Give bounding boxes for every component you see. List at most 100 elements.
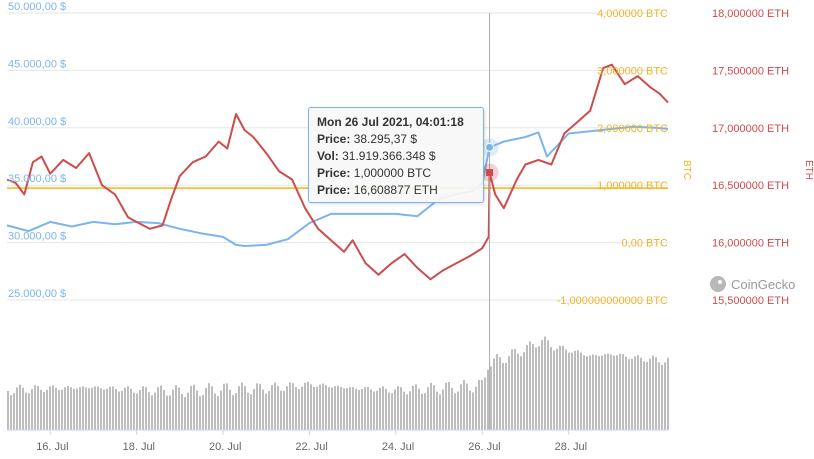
volume-bar [271,385,273,430]
volume-bar [469,390,471,430]
volume-bar [79,387,81,430]
volume-bar [583,355,585,430]
volume-bar [370,389,372,430]
volume-bar [190,385,192,430]
x-tick-label: 20. Jul [209,441,241,453]
btc-tick-label: 4,000000 BTC [597,8,668,20]
volume-bar [547,340,549,430]
x-tick-label: 28. Jul [555,441,587,453]
volume-bar [223,383,225,430]
volume-bar [295,387,297,430]
volume-bar [232,395,234,430]
volume-bar [208,383,210,430]
volume-bar [112,386,114,430]
volume-bar [460,384,462,430]
volume-bar [328,387,330,430]
volume-bar [97,386,99,430]
volume-bar [178,387,180,430]
volume-bar [217,395,219,430]
volume-bar [259,383,261,430]
usd-hover-point [485,142,495,152]
volume-bar [196,390,198,430]
volume-bar [622,354,624,430]
volume-bar [28,393,30,430]
btc-tick-label: 2,000000 BTC [597,123,668,135]
volume-bar [586,356,588,430]
volume-bar [172,389,174,430]
volume-bar [292,383,294,430]
volume-bar [403,391,405,430]
volume-bar [31,389,33,430]
volume-bar [43,391,45,430]
volume-bar [202,394,204,430]
volume-bars [7,336,669,430]
volume-bar [415,384,417,430]
volume-bar [94,386,96,430]
volume-bar [646,361,648,430]
volume-bar [466,383,468,430]
volume-bar [307,381,309,430]
volume-bar [61,389,63,430]
volume-bar [559,345,561,430]
volume-bar [85,387,87,430]
volume-bar [136,393,138,430]
volume-bar [229,389,231,430]
volume-bar [664,362,666,430]
volume-bar [67,386,69,430]
volume-bar [10,395,12,430]
volume-bar [490,366,492,430]
volume-bar [565,349,567,430]
volume-bar [298,388,300,430]
volume-bar [418,388,420,430]
volume-bar [364,387,366,430]
volume-bar [310,384,312,430]
volume-bar [283,390,285,430]
volume-bar [352,387,354,430]
volume-bar [580,352,582,430]
volume-bar [52,385,54,430]
volume-bar [220,390,222,430]
volume-bar [127,386,129,430]
volume-bar [349,387,351,430]
volume-bar [82,386,84,430]
volume-bar [661,365,663,430]
volume-bar [511,349,513,430]
volume-bar [154,392,156,430]
volume-bar [505,362,507,430]
volume-bar [313,387,315,430]
volume-bar [277,385,279,430]
tooltip-row-btc-price: Price: 1,000000 BTC [317,166,432,180]
volume-bar [103,389,105,430]
volume-bar [487,369,489,430]
volume-bar [541,340,543,430]
volume-bar [523,352,525,430]
series-usd-line [6,125,669,247]
volume-bar [634,356,636,430]
volume-bar [289,382,291,430]
volume-bar [373,391,375,430]
volume-bar [508,356,510,430]
eth-tick-label: 15,500000 ETH [712,295,789,307]
volume-bar [427,387,429,430]
volume-bar [55,387,57,430]
volume-bar [160,385,162,430]
volume-bar [604,354,606,430]
volume-bar [40,389,42,430]
volume-bar [58,390,60,430]
volume-bar [49,386,51,430]
volume-bar [265,393,267,430]
volume-bar [613,355,615,430]
volume-bar [214,393,216,430]
eth-axis-title: ETH [803,160,814,180]
usd-tick-label: 30.000,00 $ [8,231,66,243]
volume-bar [157,387,159,430]
volume-bar [652,355,654,430]
volume-bar [436,391,438,430]
volume-bar [601,355,603,430]
volume-bar [454,393,456,430]
volume-bar [514,348,516,430]
volume-bar [34,385,36,430]
hover-tooltip: Mon 26 Jul 2021, 04:01:18 Price: 38.295,… [308,107,484,203]
volume-bar [268,391,270,430]
volume-bar [46,389,48,430]
